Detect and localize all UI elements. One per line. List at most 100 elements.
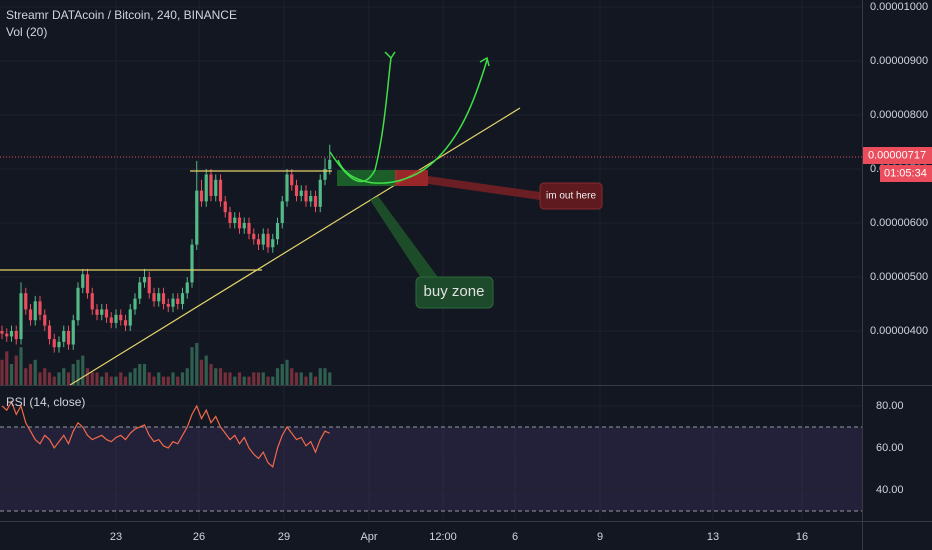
volume-bar — [237, 372, 242, 385]
candle-body — [33, 301, 37, 321]
candle-body — [57, 341, 61, 348]
candle-body — [128, 309, 132, 326]
volume-bar — [161, 376, 166, 385]
volume-bar — [166, 376, 170, 385]
candle-body — [90, 293, 94, 310]
candle-body — [100, 309, 104, 315]
candle-body — [109, 317, 113, 323]
volume-bar — [138, 364, 142, 385]
candle-body — [104, 309, 109, 318]
x-tick-label: 12:00 — [429, 531, 457, 543]
volume-bar — [66, 372, 71, 385]
candle-body — [38, 301, 42, 315]
volume-bar — [147, 372, 151, 385]
candle-body — [85, 274, 90, 294]
buy-pointer — [370, 196, 440, 284]
volume-bar — [280, 364, 284, 385]
chart-title: Streamr DATAcoin / Bitcoin, 240, BINANCE — [6, 8, 237, 22]
volume-bar — [304, 376, 308, 385]
candle-body — [223, 201, 227, 213]
volume-bar — [285, 359, 289, 385]
candle-body — [313, 196, 318, 207]
volume-bar — [190, 347, 194, 385]
volume-bar — [323, 368, 327, 385]
volume-bar — [0, 359, 4, 385]
candle-body — [199, 190, 204, 202]
out-pointer — [428, 176, 540, 200]
candle-body — [214, 179, 218, 197]
candle-body — [204, 174, 208, 202]
volume-bar — [95, 372, 99, 385]
note: buy zone — [424, 283, 485, 300]
candle-body — [285, 174, 289, 202]
candle-body — [290, 174, 294, 186]
candle-body — [261, 233, 265, 245]
volume-bar — [294, 372, 299, 385]
candle-body — [133, 298, 137, 310]
volume-bar — [90, 372, 94, 385]
volume-bar — [261, 372, 265, 385]
volume-bar — [228, 372, 232, 385]
x-tick-label: 23 — [110, 531, 122, 543]
labels: 0.000010000.000009000.000008000.00000700… — [110, 1, 928, 543]
candle-body — [76, 287, 80, 321]
volume-bar — [199, 359, 204, 385]
candle-body — [166, 304, 170, 307]
volume-bar — [271, 376, 275, 385]
volume-bar — [256, 372, 261, 385]
candle-body — [294, 185, 299, 197]
volume-bar — [123, 376, 128, 385]
buy-box — [337, 170, 397, 186]
y-tick-label: 80.00 — [876, 400, 904, 412]
candle-body — [256, 239, 261, 245]
volume-bar — [104, 372, 109, 385]
x-tick-label: Apr — [360, 531, 377, 543]
candle-body — [52, 339, 56, 348]
volume-bar — [180, 372, 185, 385]
volume-bar — [252, 372, 256, 385]
y-tick-label: 60.00 — [876, 442, 904, 454]
y-tick-label: 40.00 — [876, 484, 904, 496]
candle-body — [147, 277, 151, 294]
candle-body — [242, 223, 246, 229]
x-tick-label: 13 — [707, 531, 719, 543]
volume-bar — [24, 368, 28, 385]
x-tick-label: 9 — [597, 531, 603, 543]
volume-bar — [299, 372, 303, 385]
y-tick-label: 0.00000800 — [870, 109, 928, 121]
candle-body — [95, 309, 99, 315]
candle-body — [218, 179, 223, 202]
volume-bar — [100, 376, 104, 385]
candle-body — [247, 223, 251, 234]
volume-bar — [223, 372, 227, 385]
candle-body — [161, 293, 166, 305]
volume-bar — [318, 368, 322, 385]
volume-bar — [142, 364, 147, 385]
volume-bar — [43, 368, 47, 385]
candle-body — [123, 320, 128, 326]
trend-line — [69, 107, 521, 386]
volume-bar — [176, 376, 180, 385]
volume-bar — [309, 372, 313, 385]
volume-bar — [5, 351, 9, 385]
volume-bar — [62, 368, 66, 385]
volume-bar — [128, 372, 132, 385]
volume-bar — [109, 376, 113, 385]
note: im out here — [546, 191, 596, 202]
volume-bar — [171, 372, 175, 385]
candle-body — [43, 314, 47, 326]
candle-body — [5, 333, 9, 337]
volume-bar — [157, 372, 161, 385]
candle-body — [280, 201, 284, 224]
price-tag-text: 0.00000717 — [868, 149, 926, 161]
arrow-head — [479, 56, 490, 67]
volume-bar — [85, 368, 90, 385]
y-tick-label: 0.00000600 — [870, 217, 928, 229]
volume-bar — [52, 376, 56, 385]
rsi-line — [1, 400, 330, 468]
countdown-text: 01:05:34 — [884, 167, 927, 179]
x-tick-label: 26 — [193, 531, 205, 543]
volume-bar — [33, 359, 37, 385]
candle-body — [14, 331, 18, 340]
